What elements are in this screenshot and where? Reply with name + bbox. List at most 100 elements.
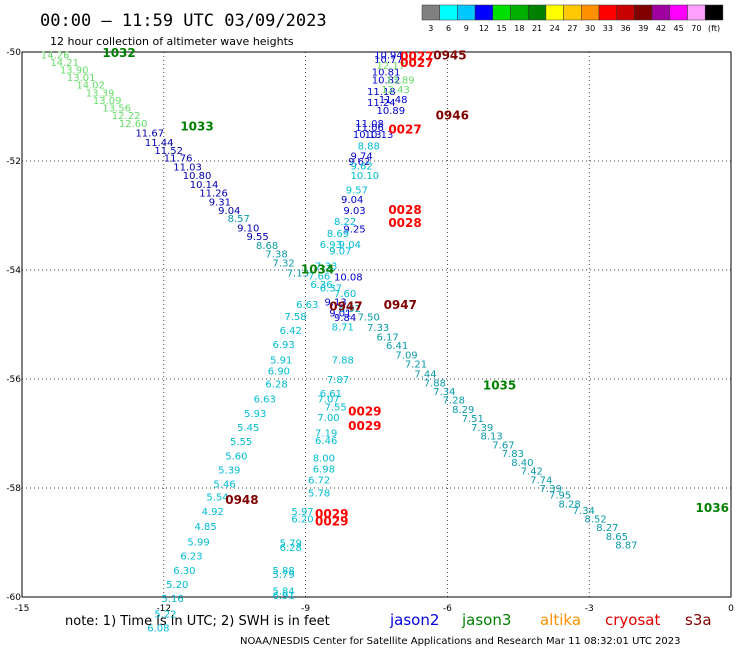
swh-point-label: 13.09 (93, 96, 122, 107)
colorbar-swatch (651, 4, 671, 21)
colorbar-label: 9 (464, 24, 469, 33)
colorbar-swatch (563, 4, 582, 21)
colorbar-swatch (581, 4, 600, 21)
swh-point-label: 11.03 (173, 162, 202, 173)
swh-point-label: 11.52 (154, 146, 183, 157)
pass-time-label: 0946 (436, 109, 469, 123)
swh-point-label: 9.62 (351, 161, 373, 172)
swh-point-label: 12.43 (381, 85, 410, 96)
colorbar-label: 15 (497, 24, 507, 33)
colorbar-label: 70 (691, 24, 701, 33)
swh-point-label: 6.46 (315, 436, 337, 447)
pass-time-label: 1033 (180, 120, 213, 134)
swh-point-label: 4.85 (195, 522, 217, 533)
swh-point-label: 5.88 (273, 566, 295, 577)
swh-point-label: 11.06 (355, 123, 384, 134)
pass-time-label: 0948 (225, 493, 258, 507)
swh-point-label: 5.97 (291, 507, 313, 518)
swh-point-label: 14.26 (41, 51, 70, 62)
swh-point-label: 11.76 (164, 154, 193, 165)
swh-point-label: 12.60 (119, 119, 148, 130)
pass-time-label: 0947 (329, 299, 362, 313)
swh-point-label: 6.30 (173, 566, 195, 577)
pass-time-label: 0947 (384, 298, 417, 312)
swh-point-label: 8.40 (511, 458, 533, 469)
swh-point-label: 6.37 (320, 283, 342, 294)
y-tick-label: -56 (6, 375, 21, 385)
swh-point-label: 7.33 (315, 262, 337, 273)
swh-point-label: 7.95 (549, 491, 571, 502)
swh-point-label: 9.25 (343, 225, 365, 236)
swh-point-label: 10.10 (351, 171, 380, 182)
swh-point-label: 9.04 (218, 206, 240, 217)
swh-point-label: 8.29 (452, 405, 474, 416)
colorbar-swatch (704, 4, 724, 21)
colorbar-swatch (616, 4, 635, 21)
swh-point-label: 5.91 (270, 355, 292, 366)
swh-point-label: 8.65 (606, 532, 628, 543)
swh-point-label: 6.63 (254, 395, 276, 406)
y-tick-label: -52 (6, 157, 21, 167)
swh-point-label: 7.44 (414, 370, 436, 381)
y-axis-ticks: -50 -52 -54 -56 -58 -60 (6, 48, 21, 603)
swh-point-label: 11.24 (367, 98, 396, 109)
swh-point-label: 7.33 (367, 323, 389, 334)
swh-point-label: 5.22 (154, 609, 176, 620)
swh-point-label: 5.55 (230, 437, 252, 448)
colorbar-swatch (439, 4, 458, 21)
swh-point-label: 11.44 (145, 138, 174, 149)
colorbar: 3 6 9 12 15 18 21 24 27 30 33 36 39 42 45 70 (ft) (421, 4, 724, 33)
swh-point-label: 9.04 (339, 240, 361, 251)
swh-point-label: 6.93 (273, 340, 295, 351)
swh-point-label: 13.89 (386, 75, 415, 86)
satellite-jason3: jason3 (461, 611, 511, 629)
swh-point-label: 7.32 (273, 258, 295, 269)
swh-point-label: 9.74 (351, 152, 373, 163)
satellite-legend: jason2 jason3 altika cryosat s3a (389, 611, 712, 629)
x-tick-label: -3 (585, 604, 594, 614)
colorbar-swatch (474, 4, 494, 21)
swh-point-label: 10.13 (353, 130, 382, 141)
swh-point-label: 7.21 (405, 360, 427, 371)
swh-point-label: 12.22 (112, 111, 141, 122)
swh-point-label: 5.78 (308, 488, 330, 499)
swh-point-label: 8.28 (558, 499, 580, 510)
swh-point-label: 6.28 (265, 379, 287, 390)
swh-point-label: 9.07 (329, 246, 351, 257)
colorbar-label: 36 (620, 24, 630, 33)
swh-point-label: 5.45 (237, 423, 259, 434)
colorbar-swatch (634, 4, 653, 21)
grid-lines (21, 51, 732, 598)
swh-point-label: 7.88 (424, 378, 446, 389)
swh-point-label: 7.50 (358, 312, 380, 323)
swh-point-label: 14.21 (50, 58, 79, 69)
x-tick-label: -6 (443, 604, 452, 614)
swh-point-label: 6.91 (273, 591, 295, 602)
swh-point-label: 7.09 (395, 350, 417, 361)
swh-point-label: 10.89 (377, 106, 406, 117)
colorbar-label: 24 (550, 24, 560, 33)
swh-point-label: 10.13 (365, 130, 394, 141)
swh-point-label: 7.88 (332, 355, 354, 366)
swh-point-label: 14.02 (76, 81, 105, 92)
swh-point-label: 10.08 (334, 273, 363, 284)
swh-point-label: 6.36 (310, 280, 332, 291)
swh-point-label: 12.17 (377, 61, 406, 72)
swh-point-label: 5.46 (213, 480, 235, 491)
swh-point-label: 8.52 (584, 515, 606, 526)
pass-time-label: 1035 (483, 378, 516, 392)
swh-point-label: 6.28 (280, 543, 302, 554)
colorbar-label: 21 (532, 24, 542, 33)
swh-point-label: 6.41 (386, 341, 408, 352)
swh-point-label: 6.93 (320, 240, 342, 251)
swh-point-label: 13.90 (60, 65, 89, 76)
swh-point-label: 7.19 (315, 428, 337, 439)
swh-point-label: 9.62 (348, 157, 370, 168)
x-tick-label: -9 (301, 604, 310, 614)
colorbar-label: 45 (674, 24, 684, 33)
swh-point-label: 7.00 (317, 413, 339, 424)
swh-point-label: 6.92 (339, 304, 361, 315)
swh-point-label: 8.87 (615, 541, 637, 552)
swh-point-label: 6.20 (291, 515, 313, 526)
